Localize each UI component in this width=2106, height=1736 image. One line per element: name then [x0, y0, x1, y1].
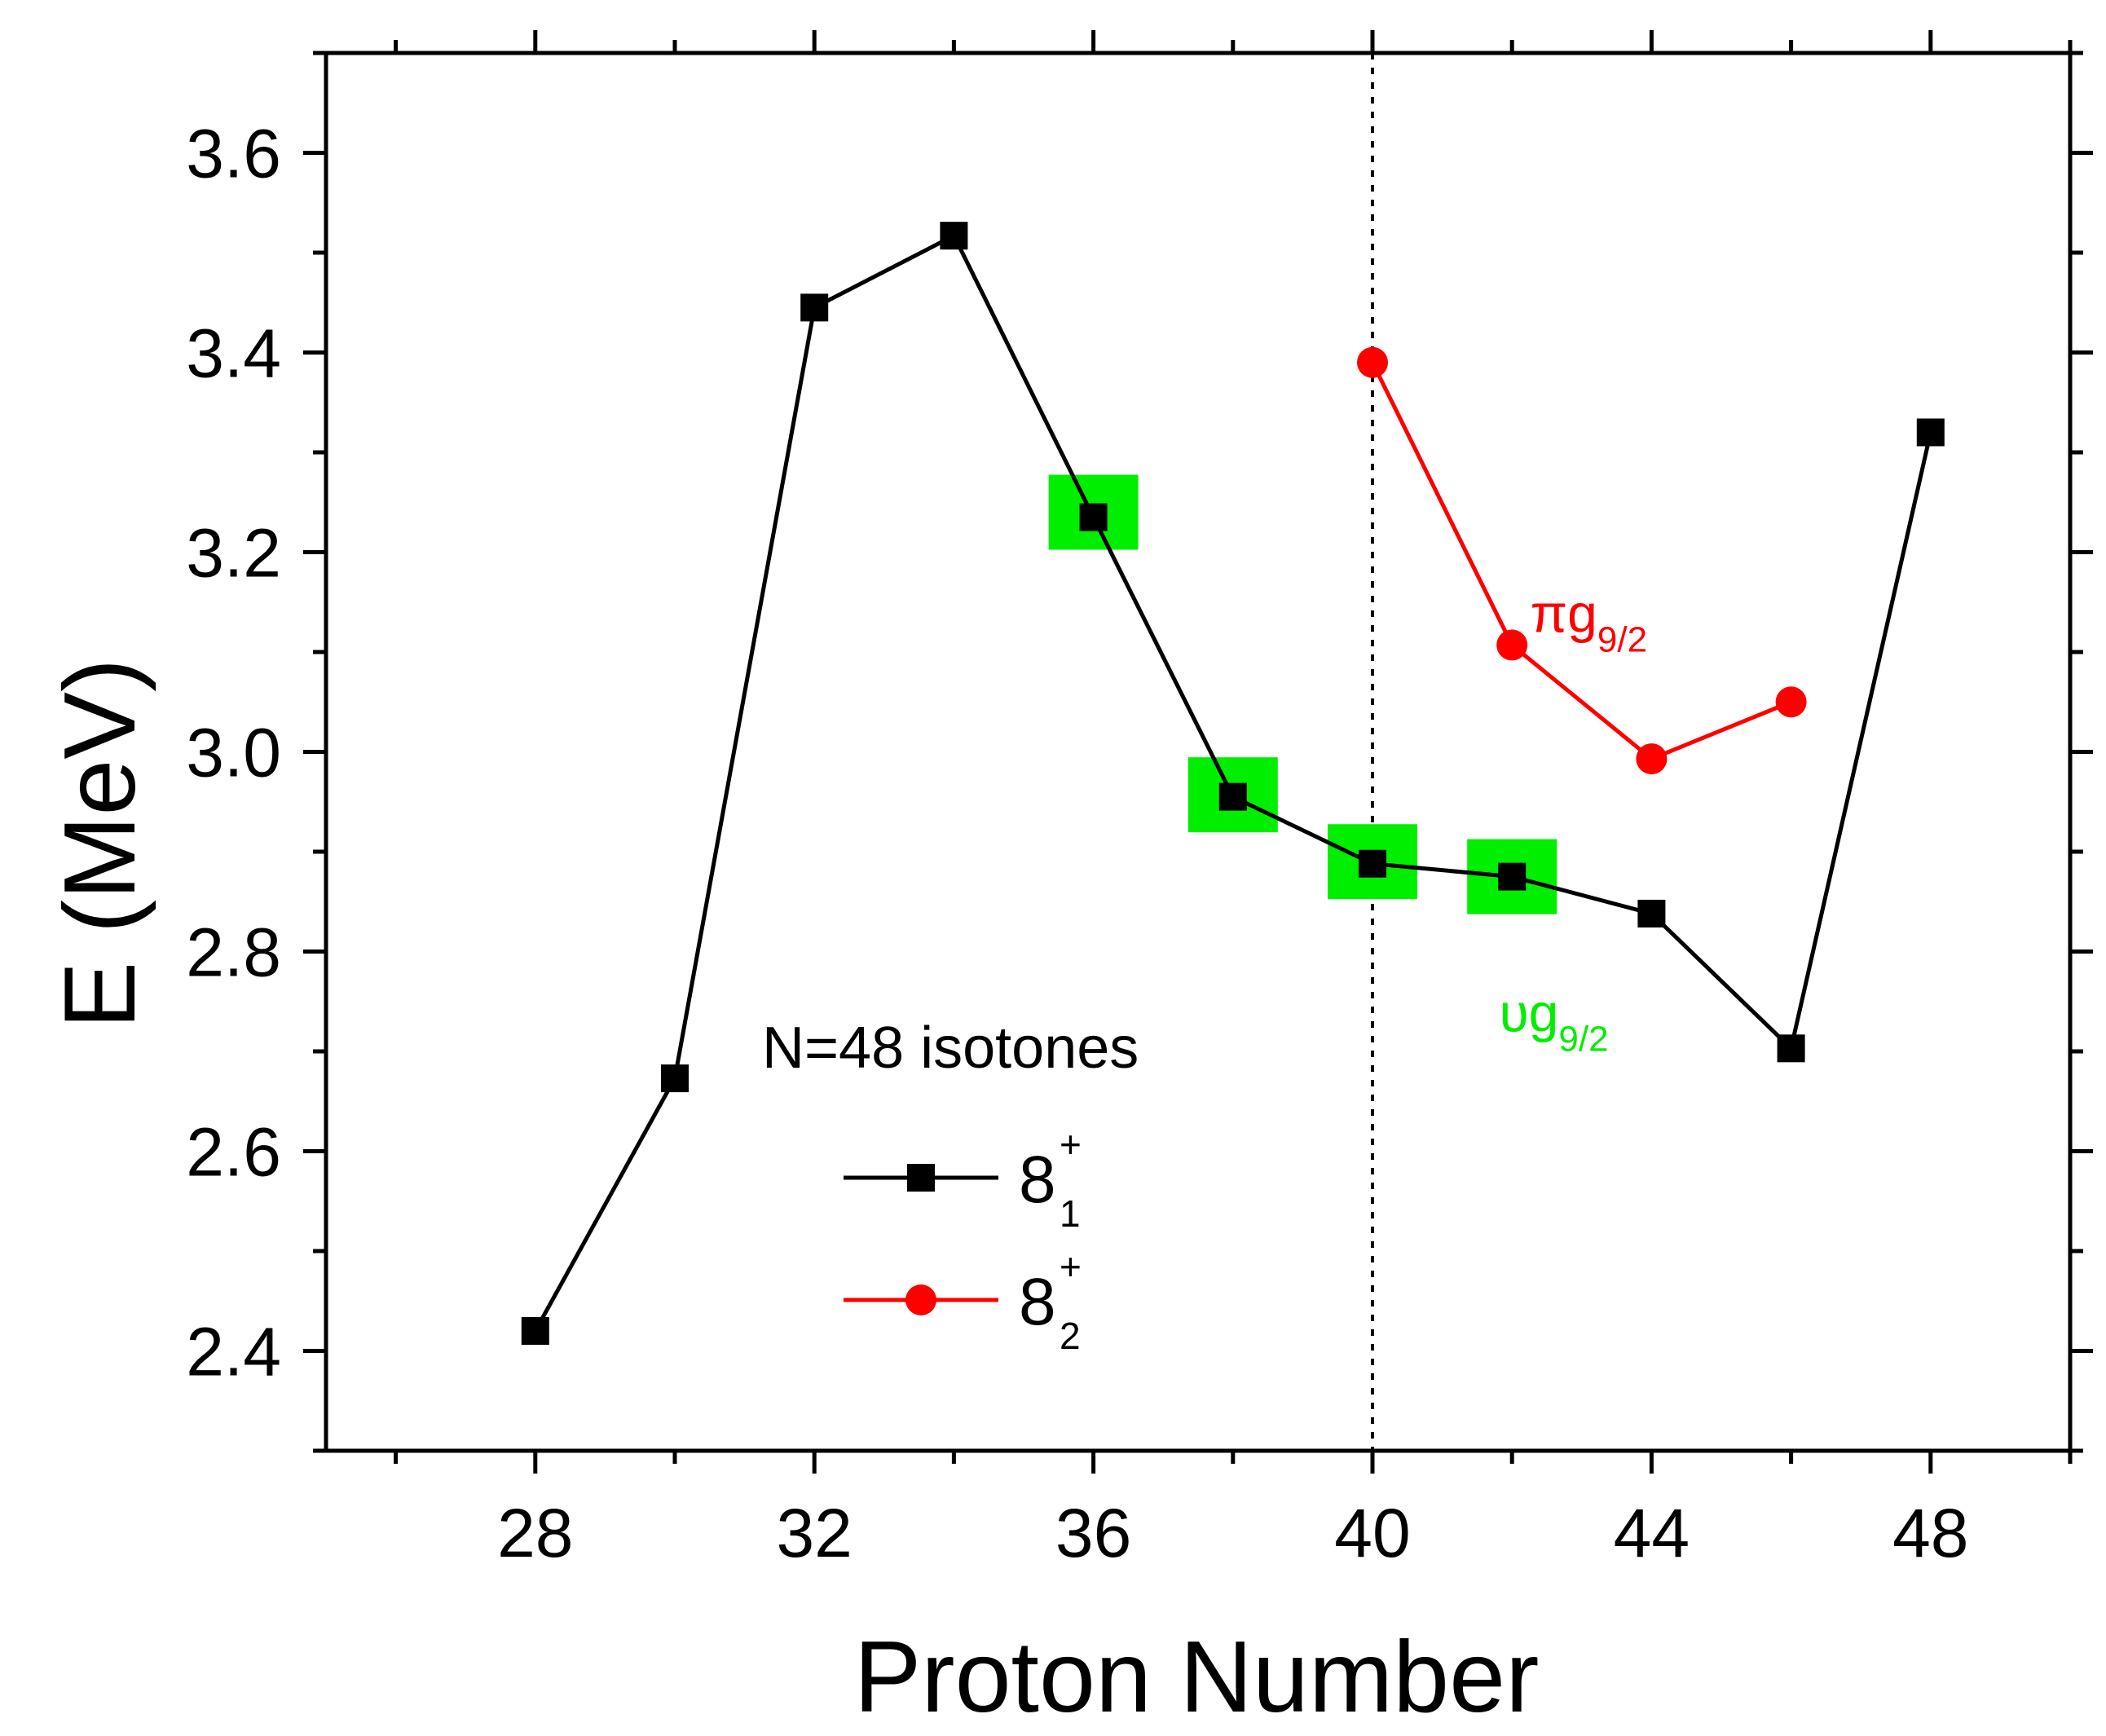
- legend-label-2: 8+ 2: [1019, 1245, 1082, 1357]
- data-point-square: [1218, 782, 1247, 811]
- x-axis-title: Proton Number: [854, 1621, 1540, 1734]
- legend-marker-circle: [905, 1284, 936, 1315]
- legend-label-main: 8: [1019, 1265, 1056, 1339]
- data-point-circle: [1636, 743, 1668, 775]
- plot-frame: [324, 51, 2073, 1453]
- y-tick-label: 2.8: [186, 914, 281, 991]
- annotation-main: υg: [1500, 983, 1559, 1043]
- data-point-square: [1079, 503, 1108, 531]
- series-line-2: [1370, 361, 1792, 761]
- data-series: [521, 222, 1945, 1345]
- legend-title: N=48 isotones: [762, 1016, 1139, 1081]
- highlight-squares: [1048, 474, 1557, 914]
- tick-labels: 28 32 36 40 44 482.42.62.83.03.23.43.6: [186, 116, 1968, 1572]
- annotation-subscript: 9/2: [1558, 1020, 1608, 1060]
- annotation-main: πg: [1531, 584, 1597, 644]
- plot-area-border: [324, 51, 2073, 1453]
- y-axis-title: E (MeV): [44, 659, 156, 1029]
- x-tick-label: 48: [1892, 1495, 1968, 1571]
- x-tick-label: 32: [776, 1495, 852, 1571]
- data-point-square: [1777, 1034, 1805, 1063]
- y-tick-label: 2.6: [186, 1114, 281, 1191]
- y-tick-label: 3.0: [186, 715, 281, 791]
- data-point-square: [1916, 418, 1945, 447]
- legend-marker-square: [907, 1164, 935, 1192]
- x-tick-label: 40: [1334, 1495, 1410, 1571]
- data-point-square: [1359, 849, 1386, 878]
- legend-label-main: 8: [1019, 1143, 1056, 1217]
- data-point-square: [521, 1317, 549, 1345]
- annotation-label: υg9/2: [1500, 983, 1609, 1060]
- legend-label-subscript: 1: [1060, 1192, 1081, 1235]
- y-tick-label: 3.2: [186, 515, 281, 592]
- annotation-subscript: 9/2: [1597, 620, 1647, 660]
- x-tick-label: 36: [1055, 1495, 1131, 1571]
- y-tick-label: 3.6: [186, 116, 281, 192]
- annotation-label: πg9/2: [1531, 584, 1647, 660]
- axis-ticks: [303, 30, 2093, 1474]
- x-tick-label: 28: [497, 1495, 573, 1571]
- y-tick-label: 3.4: [186, 315, 281, 392]
- data-point-square: [940, 222, 968, 250]
- data-point-circle: [1357, 346, 1388, 378]
- data-point-circle: [1496, 629, 1528, 661]
- x-tick-label: 44: [1614, 1495, 1690, 1571]
- legend-label-superscript: +: [1060, 1123, 1082, 1165]
- data-point-square: [1637, 899, 1666, 927]
- data-point-square: [800, 293, 829, 322]
- data-point-square: [1498, 862, 1527, 891]
- legend-label-1: 8+ 1: [1019, 1123, 1082, 1235]
- data-point-square: [661, 1064, 689, 1093]
- data-point-circle: [1775, 686, 1807, 718]
- legend-label-subscript: 2: [1060, 1315, 1081, 1357]
- legend-label-superscript: +: [1060, 1245, 1082, 1288]
- y-tick-label: 2.4: [186, 1314, 281, 1390]
